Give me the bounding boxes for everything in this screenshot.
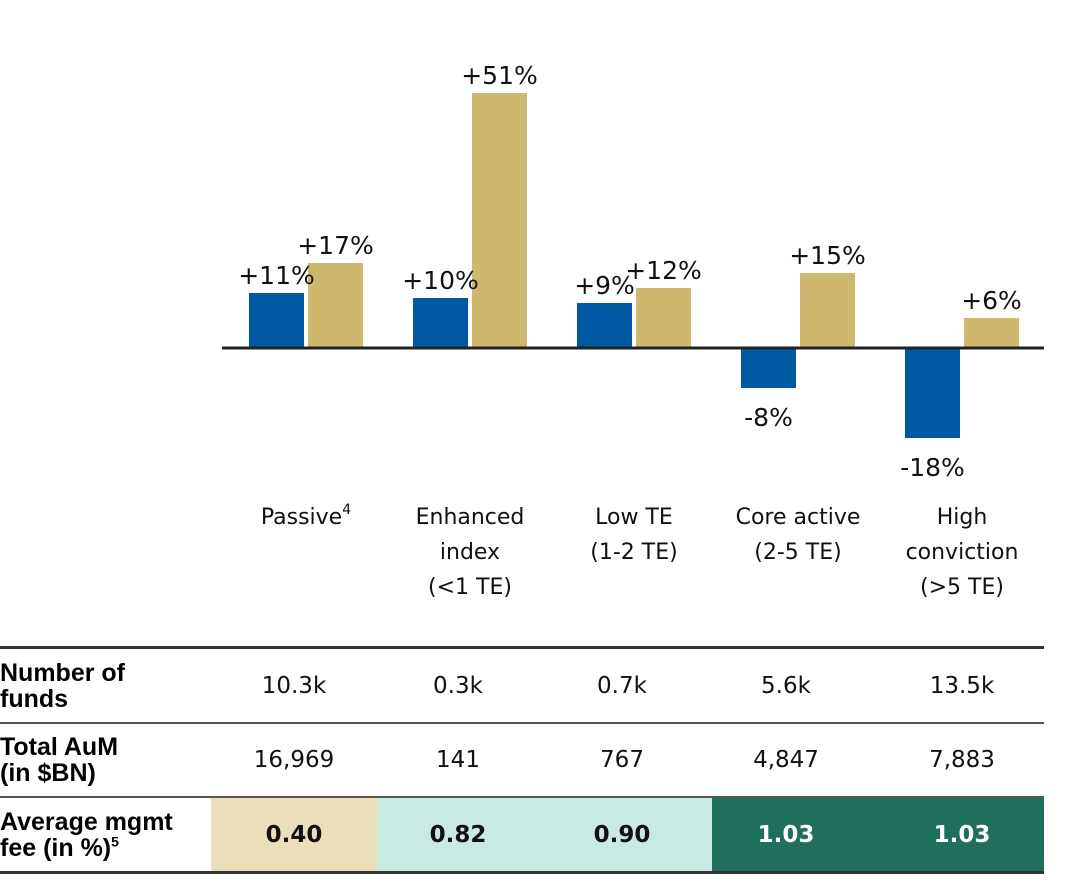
bar-series1-0 — [249, 293, 304, 348]
category-label-1: Enhanced index (<1 TE) — [416, 505, 525, 600]
table-row-total-aum: Total AuM (in $BN) 16,969 141 767 4,847 7… — [0, 724, 1044, 798]
bar-series2-1 — [472, 93, 527, 348]
data-label-series2-2: +12% — [625, 256, 702, 285]
fee-cell-background — [211, 798, 377, 871]
data-label-series1-2: +9% — [574, 271, 635, 300]
table-row-average-fee: Average mgmt fee (in %)5 0.40 0.82 0.90 1… — [0, 798, 1044, 874]
category-label-0: Passive4 — [261, 502, 351, 530]
table-cell: 7,883 — [929, 747, 995, 773]
table-cell: 0.82 — [429, 821, 487, 848]
bar-chart: +11% +10% +9% -8% -18% +17% +51% +12% +15% +6% Pa… — [222, 61, 1044, 600]
bars-group — [249, 93, 1019, 438]
bar-series2-2 — [636, 288, 691, 348]
data-label-series1-4: -18% — [900, 453, 965, 482]
table-cell: 16,969 — [253, 747, 335, 773]
table-cell: 1.03 — [757, 821, 815, 848]
table-cell: 4,847 — [753, 747, 819, 773]
bar-series2-3 — [800, 273, 855, 348]
data-label-series1-1: +10% — [402, 266, 479, 295]
bar-labels-group: +11% +10% +9% -8% -18% +17% +51% +12% +15% +6% — [238, 61, 1022, 482]
bar-series1-2 — [577, 303, 632, 348]
fee-cell-background — [377, 798, 547, 871]
fee-cell-background — [880, 798, 1044, 871]
table-cell: 13.5k — [929, 672, 995, 699]
table-row-number-of-funds: Number of funds 10.3k 0.3k 0.7k 5.6k 13.5… — [0, 646, 1044, 724]
table-cell: 0.40 — [265, 821, 323, 848]
fee-cell-background — [712, 798, 880, 871]
table-cell: 0.3k — [433, 672, 483, 699]
bar-series1-4 — [905, 348, 960, 438]
data-label-series2-4: +6% — [961, 286, 1022, 315]
table-cell: 5.6k — [761, 672, 811, 699]
bar-series2-0 — [308, 263, 363, 348]
table-cell: 1.03 — [933, 821, 991, 848]
data-label-series2-1: +51% — [461, 61, 538, 90]
row-label-number-of-funds: Number of funds — [0, 658, 125, 713]
fee-cell-background — [547, 798, 712, 871]
bar-series1-1 — [413, 298, 468, 348]
table-cell: 0.90 — [593, 821, 651, 848]
data-label-series1-3: -8% — [744, 403, 793, 432]
data-label-series2-3: +15% — [789, 241, 866, 270]
table-cell: 10.3k — [261, 672, 327, 699]
fund-metrics-table: Number of funds 10.3k 0.3k 0.7k 5.6k 13.5… — [0, 646, 1044, 874]
table-cell: 767 — [600, 747, 644, 773]
data-label-series1-0: +11% — [238, 261, 315, 290]
table-cell: 0.7k — [597, 672, 647, 699]
bar-series1-3 — [741, 348, 796, 388]
row-label-total-aum: Total AuM (in $BN) — [0, 733, 119, 787]
data-label-series2-0: +17% — [297, 231, 374, 260]
bar-series2-4 — [964, 318, 1019, 348]
table-cell: 141 — [436, 747, 480, 773]
row-label-average-fee: Average mgmt fee (in %)5 — [0, 807, 173, 862]
category-label-2: Low TE (1-2 TE) — [590, 505, 677, 565]
category-label-3: Core active (2-5 TE) — [736, 505, 861, 565]
footnote-marker: 5 — [111, 833, 119, 850]
category-label-4: High conviction (>5 TE) — [906, 505, 1019, 600]
category-labels-group: Passive4 Enhanced index (<1 TE) Low TE (1-2 T… — [261, 502, 1019, 600]
